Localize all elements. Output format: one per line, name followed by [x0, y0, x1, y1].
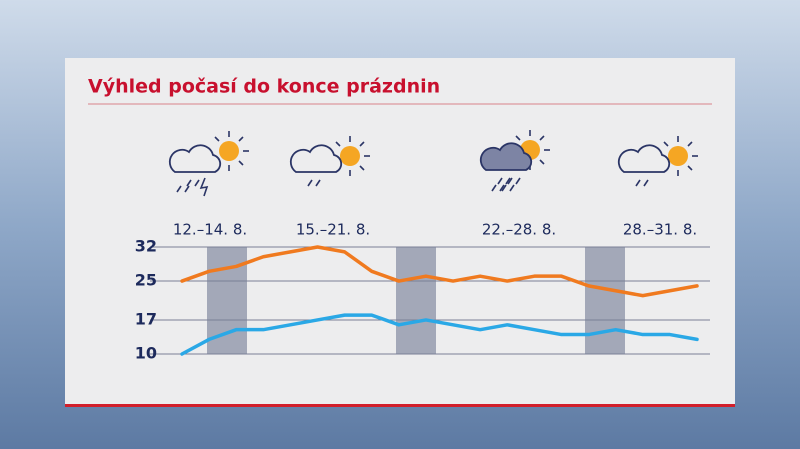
temperature-line	[180, 245, 699, 298]
y-tick-label: 17	[135, 309, 157, 328]
chart-title: Výhled počasí do konce prázdnin	[88, 76, 440, 98]
period-label: 15.–21. 8.	[296, 221, 370, 239]
y-tick-label: 32	[135, 237, 157, 256]
storm-icon	[168, 130, 250, 197]
temperature-line	[180, 313, 699, 356]
y-tick-label: 10	[135, 344, 157, 363]
weather-icons	[168, 129, 699, 197]
shaded-bands	[207, 247, 625, 354]
y-tick-label: 25	[135, 271, 157, 290]
weekend-band	[396, 247, 436, 354]
period-label: 12.–14. 8.	[173, 221, 247, 239]
period-label: 22.–28. 8.	[482, 221, 556, 239]
bottom-rule	[65, 404, 735, 407]
weekend-band	[585, 247, 625, 354]
period-label: 28.–31. 8.	[623, 221, 697, 239]
